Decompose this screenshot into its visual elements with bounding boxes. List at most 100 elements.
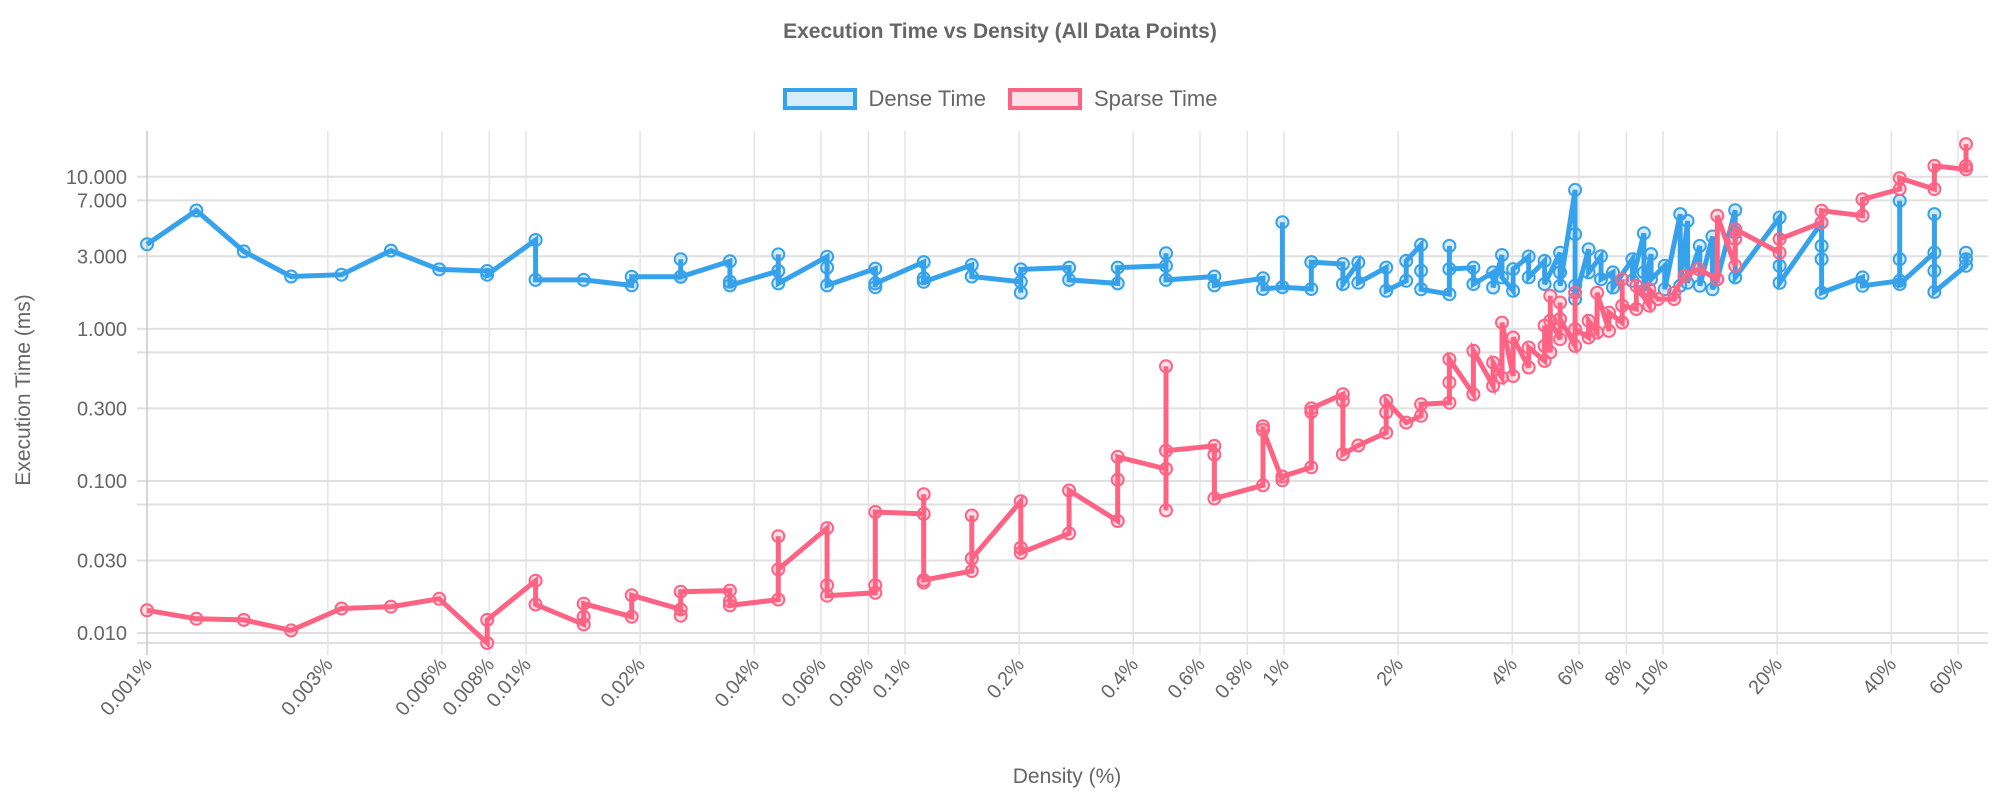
data-point[interactable]	[1466, 260, 1481, 275]
data-point[interactable]	[868, 280, 883, 295]
data-point[interactable]	[673, 252, 688, 267]
data-point[interactable]	[236, 612, 251, 627]
data-point[interactable]	[1959, 158, 1973, 173]
data-point[interactable]	[722, 254, 737, 269]
data-point[interactable]	[1466, 343, 1481, 358]
data-point[interactable]	[1927, 158, 1942, 173]
data-point[interactable]	[1537, 253, 1552, 268]
data-point[interactable]	[1442, 287, 1457, 302]
data-point[interactable]	[1399, 415, 1414, 430]
data-point[interactable]	[1414, 282, 1429, 297]
data-point[interactable]	[1414, 397, 1429, 412]
data-point[interactable]	[1275, 473, 1290, 488]
data-point[interactable]	[1537, 277, 1552, 292]
data-point[interactable]	[1110, 514, 1125, 528]
data-point[interactable]	[1728, 270, 1743, 285]
data-point[interactable]	[916, 255, 931, 270]
data-point[interactable]	[1442, 238, 1457, 253]
data-point[interactable]	[1379, 425, 1394, 440]
data-point[interactable]	[1959, 245, 1973, 260]
data-point[interactable]	[1927, 182, 1942, 197]
data-point[interactable]	[1013, 262, 1028, 277]
data-point[interactable]	[480, 636, 495, 650]
data-point[interactable]	[1304, 460, 1319, 475]
data-point[interactable]	[1814, 238, 1829, 253]
data-point[interactable]	[1657, 258, 1672, 273]
data-point[interactable]	[1553, 332, 1568, 347]
data-point[interactable]	[1335, 393, 1350, 408]
data-point[interactable]	[1466, 387, 1481, 402]
data-point[interactable]	[480, 612, 495, 627]
data-point[interactable]	[1615, 272, 1630, 287]
data-point[interactable]	[771, 264, 786, 278]
data-point[interactable]	[1553, 312, 1568, 327]
data-point[interactable]	[1710, 272, 1725, 287]
data-point[interactable]	[1772, 232, 1787, 247]
data-point[interactable]	[1275, 215, 1290, 230]
data-point[interactable]	[1062, 483, 1077, 498]
data-point[interactable]	[1892, 252, 1907, 267]
data-point[interactable]	[1506, 262, 1521, 277]
data-point[interactable]	[1442, 262, 1457, 277]
data-point[interactable]	[1335, 447, 1350, 462]
data-point[interactable]	[1568, 338, 1583, 353]
data-point[interactable]	[1414, 408, 1429, 423]
data-point[interactable]	[1892, 193, 1907, 208]
data-point[interactable]	[722, 598, 737, 613]
data-point[interactable]	[189, 611, 204, 626]
data-point[interactable]	[140, 603, 154, 618]
data-point[interactable]	[1110, 260, 1125, 275]
data-point[interactable]	[1062, 526, 1077, 541]
data-point[interactable]	[1892, 171, 1907, 186]
data-point[interactable]	[1892, 277, 1907, 292]
data-point[interactable]	[1680, 213, 1695, 228]
data-point[interactable]	[1553, 265, 1568, 280]
data-point[interactable]	[624, 269, 639, 284]
data-point[interactable]	[236, 244, 251, 259]
data-point[interactable]	[1594, 249, 1608, 264]
data-point[interactable]	[1728, 222, 1743, 237]
data-point[interactable]	[1256, 422, 1270, 437]
data-point[interactable]	[673, 269, 688, 284]
data-point[interactable]	[722, 594, 737, 609]
data-point[interactable]	[528, 573, 543, 588]
data-point[interactable]	[964, 551, 979, 566]
data-point[interactable]	[1013, 285, 1028, 300]
data-point[interactable]	[1814, 252, 1829, 267]
data-point[interactable]	[820, 521, 835, 536]
data-point[interactable]	[820, 578, 835, 593]
data-point[interactable]	[284, 269, 299, 284]
data-point[interactable]	[1351, 275, 1366, 290]
data-point[interactable]	[1275, 469, 1290, 484]
data-point[interactable]	[1644, 272, 1659, 287]
data-point[interactable]	[820, 260, 835, 275]
data-point[interactable]	[1814, 215, 1829, 230]
data-point[interactable]	[1927, 207, 1942, 222]
data-point[interactable]	[576, 272, 591, 287]
data-point[interactable]	[916, 573, 931, 588]
data-point[interactable]	[1625, 252, 1640, 267]
data-point[interactable]	[1304, 255, 1319, 270]
data-point[interactable]	[1855, 208, 1870, 223]
data-point[interactable]	[1728, 258, 1743, 273]
data-point[interactable]	[1442, 375, 1457, 390]
data-point[interactable]	[1207, 278, 1222, 293]
data-point[interactable]	[1256, 271, 1270, 286]
data-point[interactable]	[1521, 340, 1536, 355]
data-point[interactable]	[1495, 248, 1509, 262]
data-point[interactable]	[964, 269, 979, 284]
data-point[interactable]	[1414, 263, 1429, 278]
data-point[interactable]	[1692, 238, 1707, 253]
data-point[interactable]	[140, 237, 154, 252]
data-point[interactable]	[1466, 277, 1481, 292]
data-point[interactable]	[383, 599, 398, 614]
data-point[interactable]	[1521, 249, 1536, 264]
data-point[interactable]	[1590, 285, 1605, 300]
data-point[interactable]	[771, 529, 786, 544]
data-point[interactable]	[820, 278, 835, 293]
data-point[interactable]	[1495, 270, 1509, 285]
data-point[interactable]	[1486, 378, 1501, 393]
data-point[interactable]	[1602, 323, 1616, 338]
data-point[interactable]	[1581, 242, 1596, 257]
data-point[interactable]	[1568, 322, 1583, 337]
